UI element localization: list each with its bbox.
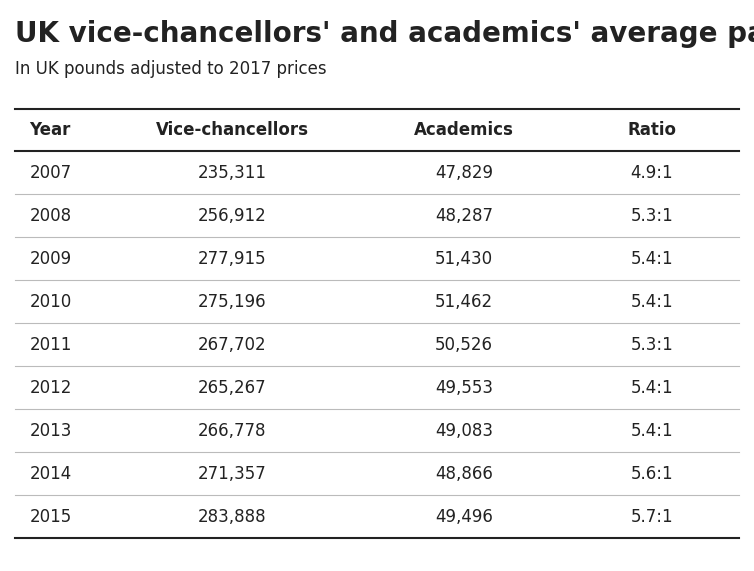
Text: In UK pounds adjusted to 2017 prices: In UK pounds adjusted to 2017 prices [15,60,326,78]
Text: 267,702: 267,702 [198,336,267,354]
Text: 2010: 2010 [29,293,72,311]
Text: 277,915: 277,915 [198,250,267,268]
Text: 47,829: 47,829 [435,164,493,182]
Text: UK vice-chancellors' and academics' average pay: UK vice-chancellors' and academics' aver… [15,20,754,48]
Text: 49,553: 49,553 [435,379,493,397]
Text: 271,357: 271,357 [198,465,267,482]
Text: 50,526: 50,526 [435,336,493,354]
Text: Year: Year [29,121,71,139]
Text: 265,267: 265,267 [198,379,267,397]
Text: 2011: 2011 [29,336,72,354]
Text: 2012: 2012 [29,379,72,397]
Text: 5.3:1: 5.3:1 [630,207,673,225]
Text: 2014: 2014 [29,465,72,482]
Text: 5.7:1: 5.7:1 [631,508,673,526]
Text: 51,462: 51,462 [435,293,493,311]
Text: 49,083: 49,083 [435,422,493,440]
Text: 5.4:1: 5.4:1 [631,422,673,440]
Text: 2008: 2008 [29,207,72,225]
Text: Ratio: Ratio [627,121,676,139]
Text: 266,778: 266,778 [198,422,266,440]
Text: Vice-chancellors: Vice-chancellors [156,121,308,139]
Text: 235,311: 235,311 [198,164,267,182]
Text: 2015: 2015 [29,508,72,526]
Text: 2007: 2007 [29,164,72,182]
Text: 5.4:1: 5.4:1 [631,250,673,268]
Text: 49,496: 49,496 [435,508,493,526]
Text: 5.6:1: 5.6:1 [631,465,673,482]
Text: 5.4:1: 5.4:1 [631,379,673,397]
Text: 5.3:1: 5.3:1 [630,336,673,354]
Text: 275,196: 275,196 [198,293,267,311]
Text: 5.4:1: 5.4:1 [631,293,673,311]
Text: 4.9:1: 4.9:1 [631,164,673,182]
Text: 48,866: 48,866 [435,465,493,482]
Text: Academics: Academics [414,121,513,139]
Text: 256,912: 256,912 [198,207,267,225]
Text: 51,430: 51,430 [435,250,493,268]
Text: 2009: 2009 [29,250,72,268]
Text: 48,287: 48,287 [435,207,493,225]
Text: 283,888: 283,888 [198,508,267,526]
Text: 2013: 2013 [29,422,72,440]
